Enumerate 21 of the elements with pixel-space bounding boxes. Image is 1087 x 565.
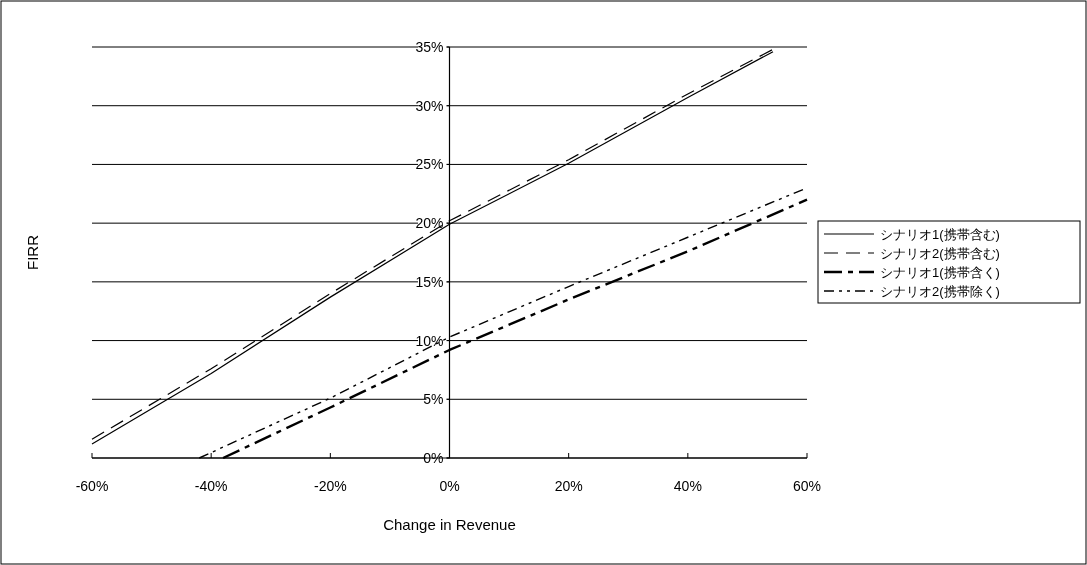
legend-label: シナリオ1(携帯含く) — [880, 265, 1000, 280]
xtick: 40% — [673, 478, 702, 494]
legend-label: シナリオ2(携帯除く) — [880, 284, 1000, 299]
x-axis-title: Change in Revenue — [383, 516, 516, 533]
xtick: 20% — [554, 478, 583, 494]
xtick: -60% — [75, 478, 109, 494]
ytick: 0% — [423, 450, 444, 466]
ytick: 15% — [415, 273, 444, 290]
xtick: 60% — [793, 478, 821, 494]
ytick: 25% — [415, 156, 444, 173]
xtick: -20% — [314, 478, 347, 494]
ytick: 20% — [415, 215, 444, 232]
xtick: 0% — [439, 478, 460, 494]
ytick: 35% — [415, 39, 444, 55]
y-axis-title: FIRR — [24, 234, 41, 270]
legend-label: シナリオ2(携帯含む) — [880, 246, 1000, 261]
legend-label: シナリオ1(携帯含む) — [880, 227, 1000, 242]
xtick: -40% — [194, 478, 228, 494]
ytick: 10% — [415, 332, 444, 349]
ytick: 5% — [423, 391, 444, 408]
ytick: 30% — [415, 97, 444, 114]
